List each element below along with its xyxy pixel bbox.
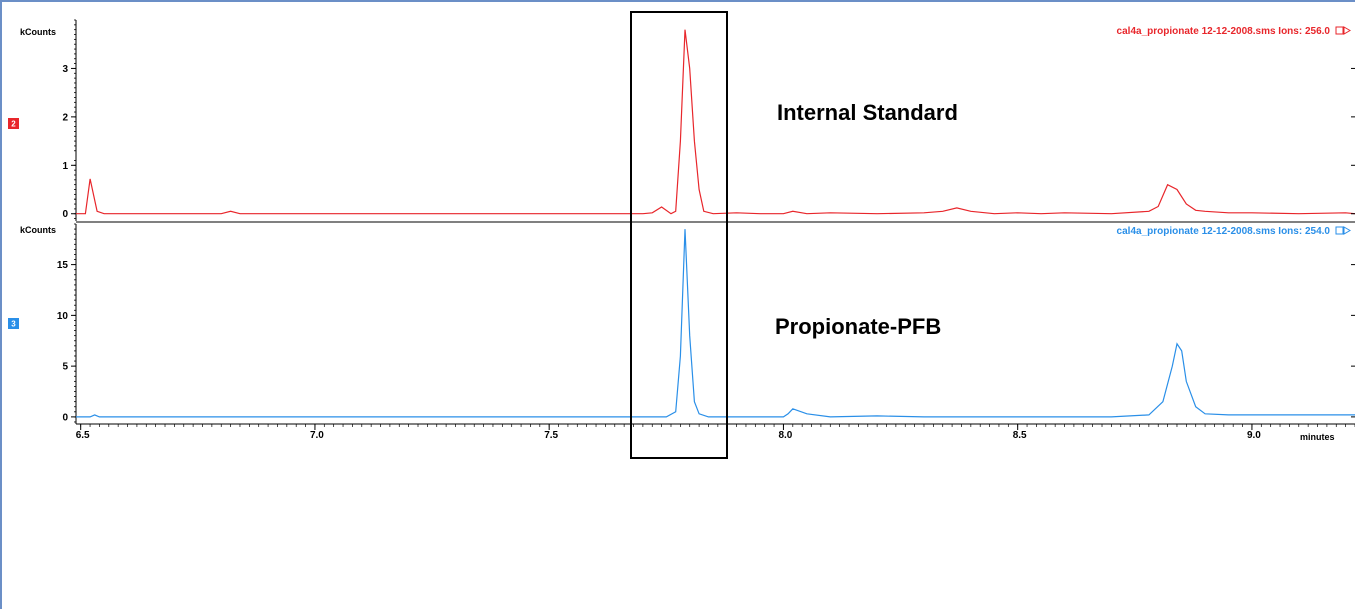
x-tick-label: 9.0 bbox=[1247, 430, 1261, 441]
x-tick-label: 7.5 bbox=[544, 430, 558, 441]
arrow-icon-bottom[interactable] bbox=[1343, 226, 1351, 235]
y-minor-ticks-bottom bbox=[74, 223, 76, 423]
arrow-icon-top[interactable] bbox=[1343, 26, 1351, 35]
file-label-top: cal4a_propionate 12-12-2008.sms Ions: 25… bbox=[1117, 26, 1331, 37]
y-tick-label: 0 bbox=[62, 209, 68, 220]
x-axis-label: minutes bbox=[1300, 432, 1335, 442]
y-minor-ticks-top bbox=[74, 19, 76, 219]
right-edge-ticks bbox=[1351, 67, 1355, 418]
restore-icon-top[interactable] bbox=[1335, 26, 1344, 35]
y-tick-label: 10 bbox=[57, 311, 69, 322]
trace-badge-2[interactable] bbox=[8, 118, 19, 129]
panel-bottom: kCounts 0 5 10 15 3 cal4a_propionate 12-12-… bbox=[8, 223, 1355, 442]
annotation-propionate-pfb: Propionate-PFB bbox=[775, 314, 941, 339]
x-minor-ticks bbox=[80, 424, 1355, 427]
x-tick-label: 7.0 bbox=[310, 430, 324, 441]
y-tick-label: 3 bbox=[62, 64, 68, 75]
x-tick-label: 6.5 bbox=[76, 430, 90, 441]
y-tick-label: 2 bbox=[62, 112, 68, 123]
restore-icon-bottom[interactable] bbox=[1335, 226, 1344, 235]
x-tick-label: 8.5 bbox=[1013, 430, 1027, 441]
y-ticks-top: 0 1 2 3 bbox=[62, 64, 76, 220]
y-tick-label: 0 bbox=[62, 412, 68, 423]
x-tick-label: 8.0 bbox=[778, 430, 792, 441]
y-ticks-bottom: 0 5 10 15 bbox=[57, 260, 76, 423]
highlight-box bbox=[630, 11, 728, 459]
trace-badge-3[interactable] bbox=[8, 318, 19, 329]
trace-line-ions-254 bbox=[76, 229, 1355, 418]
trace-badge-label-2: 2 bbox=[11, 120, 16, 129]
panel-top: kCounts 0 1 2 3 2 cal4a_propionate 12-12-20… bbox=[8, 19, 1355, 221]
y-tick-label: 15 bbox=[57, 260, 69, 271]
file-label-bottom: cal4a_propionate 12-12-2008.sms Ions: 25… bbox=[1117, 226, 1331, 237]
y-axis-label-top: kCounts bbox=[20, 27, 56, 37]
y-tick-label: 1 bbox=[62, 161, 68, 172]
y-axis-label-bottom: kCounts bbox=[20, 225, 56, 235]
trace-badge-label-3: 3 bbox=[11, 320, 16, 329]
annotation-internal-standard: Internal Standard bbox=[777, 100, 958, 125]
trace-line-ions-256 bbox=[76, 29, 1355, 215]
y-tick-label: 5 bbox=[62, 362, 68, 373]
